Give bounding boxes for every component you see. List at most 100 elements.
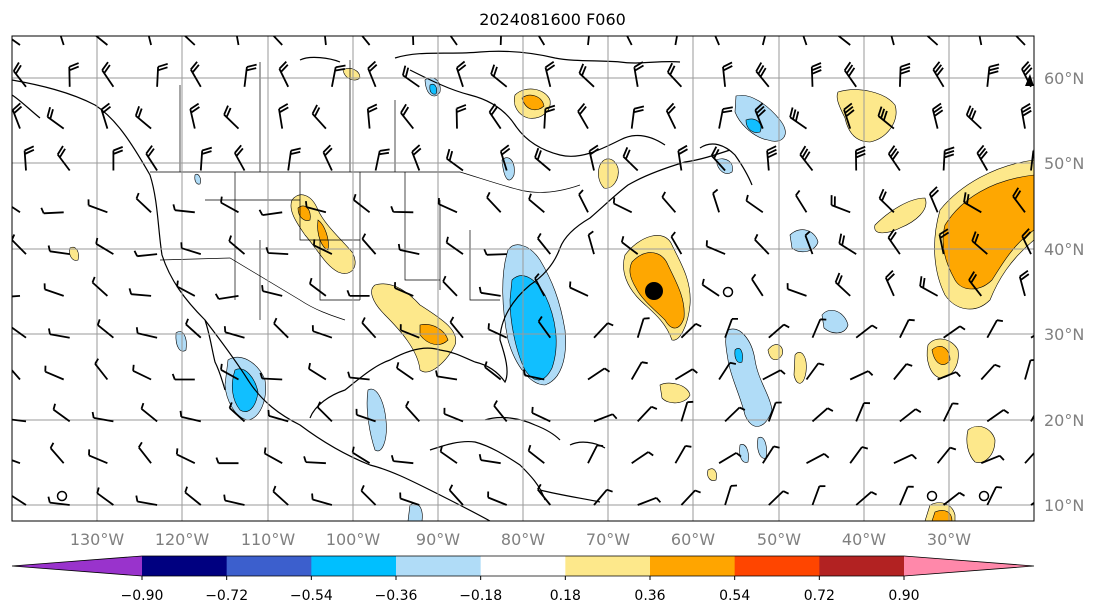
wind-barb bbox=[346, 289, 370, 297]
colorbar-segment bbox=[226, 556, 312, 576]
anomaly-fill-negative bbox=[407, 502, 423, 521]
wind-barb bbox=[47, 245, 70, 255]
wind-barb bbox=[448, 484, 464, 506]
lat-label: 50°N bbox=[1044, 154, 1084, 173]
wind-barb bbox=[265, 247, 289, 255]
wind-barb bbox=[884, 269, 895, 297]
wind-barb bbox=[199, 146, 213, 171]
wind-barb bbox=[718, 106, 733, 129]
wind-barb bbox=[674, 445, 692, 464]
coastlines bbox=[12, 50, 753, 521]
map-frame bbox=[11, 35, 1035, 522]
wind-barb bbox=[56, 145, 71, 172]
wind-barb bbox=[1024, 451, 1034, 464]
wind-barb bbox=[171, 373, 195, 381]
wind-barb bbox=[273, 317, 289, 339]
wind-barb bbox=[214, 293, 239, 300]
wind-barb bbox=[405, 400, 420, 423]
wind-barb bbox=[487, 323, 508, 339]
wind-barb bbox=[843, 61, 857, 88]
colorbar bbox=[11, 555, 1035, 577]
wind-barb bbox=[878, 188, 895, 213]
wind-barb bbox=[95, 237, 114, 255]
map-title: 2024081600 F060 bbox=[479, 10, 626, 29]
wind-barb bbox=[534, 147, 551, 172]
lon-label: 100°W bbox=[326, 530, 381, 549]
wind-barb bbox=[399, 492, 420, 506]
wind-barb bbox=[569, 281, 589, 297]
wind-barb bbox=[12, 494, 27, 506]
wind-barb bbox=[837, 36, 851, 46]
wind-barb bbox=[1012, 187, 1026, 213]
calm-circle-icon bbox=[56, 490, 68, 502]
wind-barb bbox=[899, 485, 914, 506]
wind-barb bbox=[762, 369, 786, 381]
wind-barb bbox=[855, 402, 871, 422]
wind-barb bbox=[636, 317, 650, 338]
wind-barb bbox=[223, 494, 245, 506]
anomaly-fill-positive-strong bbox=[297, 205, 311, 221]
wind-barb bbox=[587, 36, 590, 46]
anomaly-fill-negative bbox=[194, 173, 201, 185]
wind-barb bbox=[12, 368, 21, 381]
wind-barb bbox=[490, 64, 508, 88]
wind-barb bbox=[91, 411, 114, 423]
anomaly-fill-positive bbox=[707, 468, 717, 481]
wind-barb bbox=[986, 63, 1000, 87]
wind-barb bbox=[980, 363, 1001, 381]
wind-barb bbox=[767, 401, 782, 422]
wind-barb bbox=[23, 145, 35, 171]
wind-barb bbox=[361, 36, 371, 46]
anomaly-fill-negative bbox=[739, 444, 749, 463]
wind-barb bbox=[932, 61, 945, 88]
wind-barb bbox=[355, 408, 376, 423]
wind-barb bbox=[942, 402, 959, 422]
wind-barb bbox=[311, 325, 333, 339]
wind-barb bbox=[745, 194, 764, 214]
wind-barb bbox=[390, 455, 414, 465]
wind-barb bbox=[612, 197, 633, 214]
wind-barb bbox=[537, 483, 552, 506]
colorbar-tick-label: −0.36 bbox=[375, 588, 418, 604]
wind-barb bbox=[133, 250, 158, 258]
wind-barb bbox=[754, 233, 770, 255]
calm-circle-icon bbox=[926, 490, 938, 502]
wind-barb bbox=[1018, 269, 1030, 297]
wind-barb bbox=[877, 106, 895, 130]
lon-label: 110°W bbox=[241, 530, 296, 549]
wind-barb bbox=[724, 406, 746, 423]
wind-barb bbox=[531, 406, 551, 423]
wind-barb bbox=[12, 102, 23, 129]
wind-barb bbox=[397, 243, 420, 255]
wind-barb bbox=[1021, 60, 1033, 88]
wind-barb bbox=[755, 62, 770, 88]
wind-barb bbox=[88, 449, 108, 465]
wind-barb bbox=[620, 236, 639, 255]
wind-barb bbox=[705, 240, 726, 255]
wind-barb bbox=[762, 445, 780, 464]
wind-barb bbox=[718, 452, 742, 464]
wind-barb bbox=[804, 230, 814, 255]
wind-barb bbox=[478, 286, 501, 297]
wind-barb bbox=[449, 36, 458, 46]
wind-barb bbox=[805, 362, 825, 381]
wind-barb bbox=[185, 318, 202, 339]
wind-barb bbox=[855, 324, 878, 339]
wind-barb bbox=[94, 36, 108, 46]
wind-barb bbox=[537, 316, 552, 339]
colorbar-segment bbox=[734, 556, 820, 576]
political-borders bbox=[150, 60, 581, 321]
wind-barb bbox=[986, 319, 1004, 339]
wind-barb bbox=[40, 207, 64, 215]
wind-barb bbox=[789, 107, 808, 130]
wind-barb bbox=[44, 365, 65, 381]
wind-barb bbox=[361, 233, 377, 255]
wind-barb bbox=[278, 103, 289, 129]
wind-barb bbox=[175, 448, 196, 465]
wind-barb bbox=[352, 193, 371, 214]
wind-barb bbox=[366, 103, 378, 129]
wind-barb bbox=[899, 318, 915, 339]
wind-barb bbox=[968, 271, 983, 297]
wind-barb bbox=[587, 444, 604, 464]
wind-barb bbox=[622, 147, 639, 172]
